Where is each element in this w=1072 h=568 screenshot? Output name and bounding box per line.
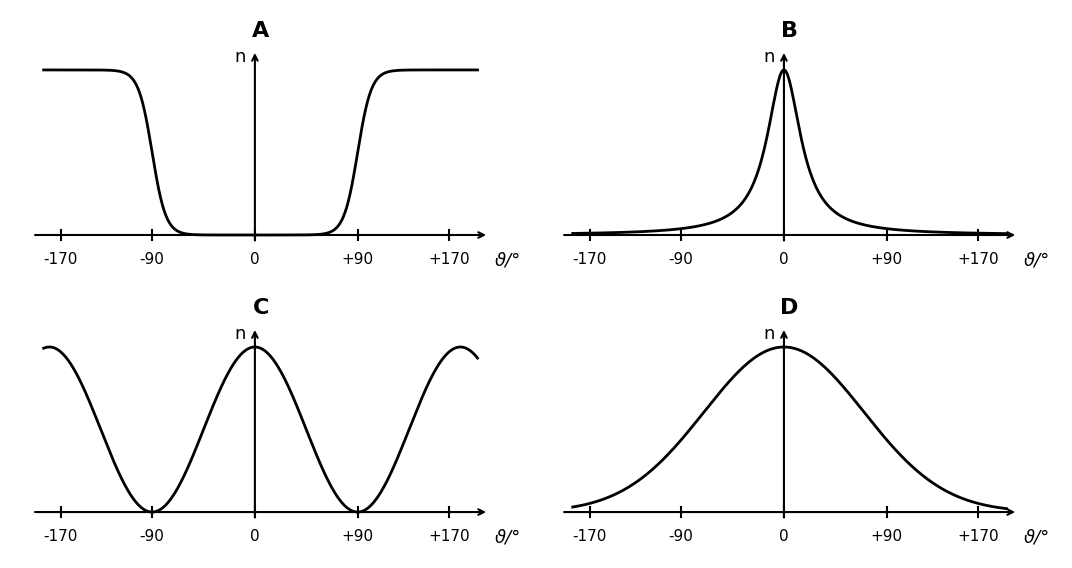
Text: -90: -90	[669, 529, 694, 544]
Text: -170: -170	[572, 529, 607, 544]
Text: n: n	[235, 325, 245, 343]
Text: -90: -90	[139, 252, 165, 266]
Text: ϑ/°: ϑ/°	[494, 252, 521, 269]
Text: n: n	[763, 325, 775, 343]
Text: +170: +170	[428, 252, 470, 266]
Text: ϑ/°: ϑ/°	[1024, 252, 1049, 269]
Text: 0: 0	[779, 529, 789, 544]
Text: -170: -170	[44, 529, 78, 544]
Title: C: C	[252, 298, 269, 318]
Text: ϑ/°: ϑ/°	[494, 529, 521, 546]
Text: +90: +90	[870, 252, 903, 266]
Text: n: n	[763, 48, 775, 66]
Text: -170: -170	[572, 252, 607, 266]
Text: +90: +90	[342, 252, 374, 266]
Title: A: A	[252, 21, 269, 41]
Text: -90: -90	[139, 529, 165, 544]
Text: -170: -170	[44, 252, 78, 266]
Text: +170: +170	[957, 529, 999, 544]
Text: 0: 0	[250, 529, 259, 544]
Title: B: B	[781, 21, 799, 41]
Text: 0: 0	[779, 252, 789, 266]
Text: n: n	[235, 48, 245, 66]
Text: +170: +170	[428, 529, 470, 544]
Text: ϑ/°: ϑ/°	[1024, 529, 1049, 546]
Title: D: D	[780, 298, 799, 318]
Text: -90: -90	[669, 252, 694, 266]
Text: +90: +90	[342, 529, 374, 544]
Text: +90: +90	[870, 529, 903, 544]
Text: +170: +170	[957, 252, 999, 266]
Text: 0: 0	[250, 252, 259, 266]
